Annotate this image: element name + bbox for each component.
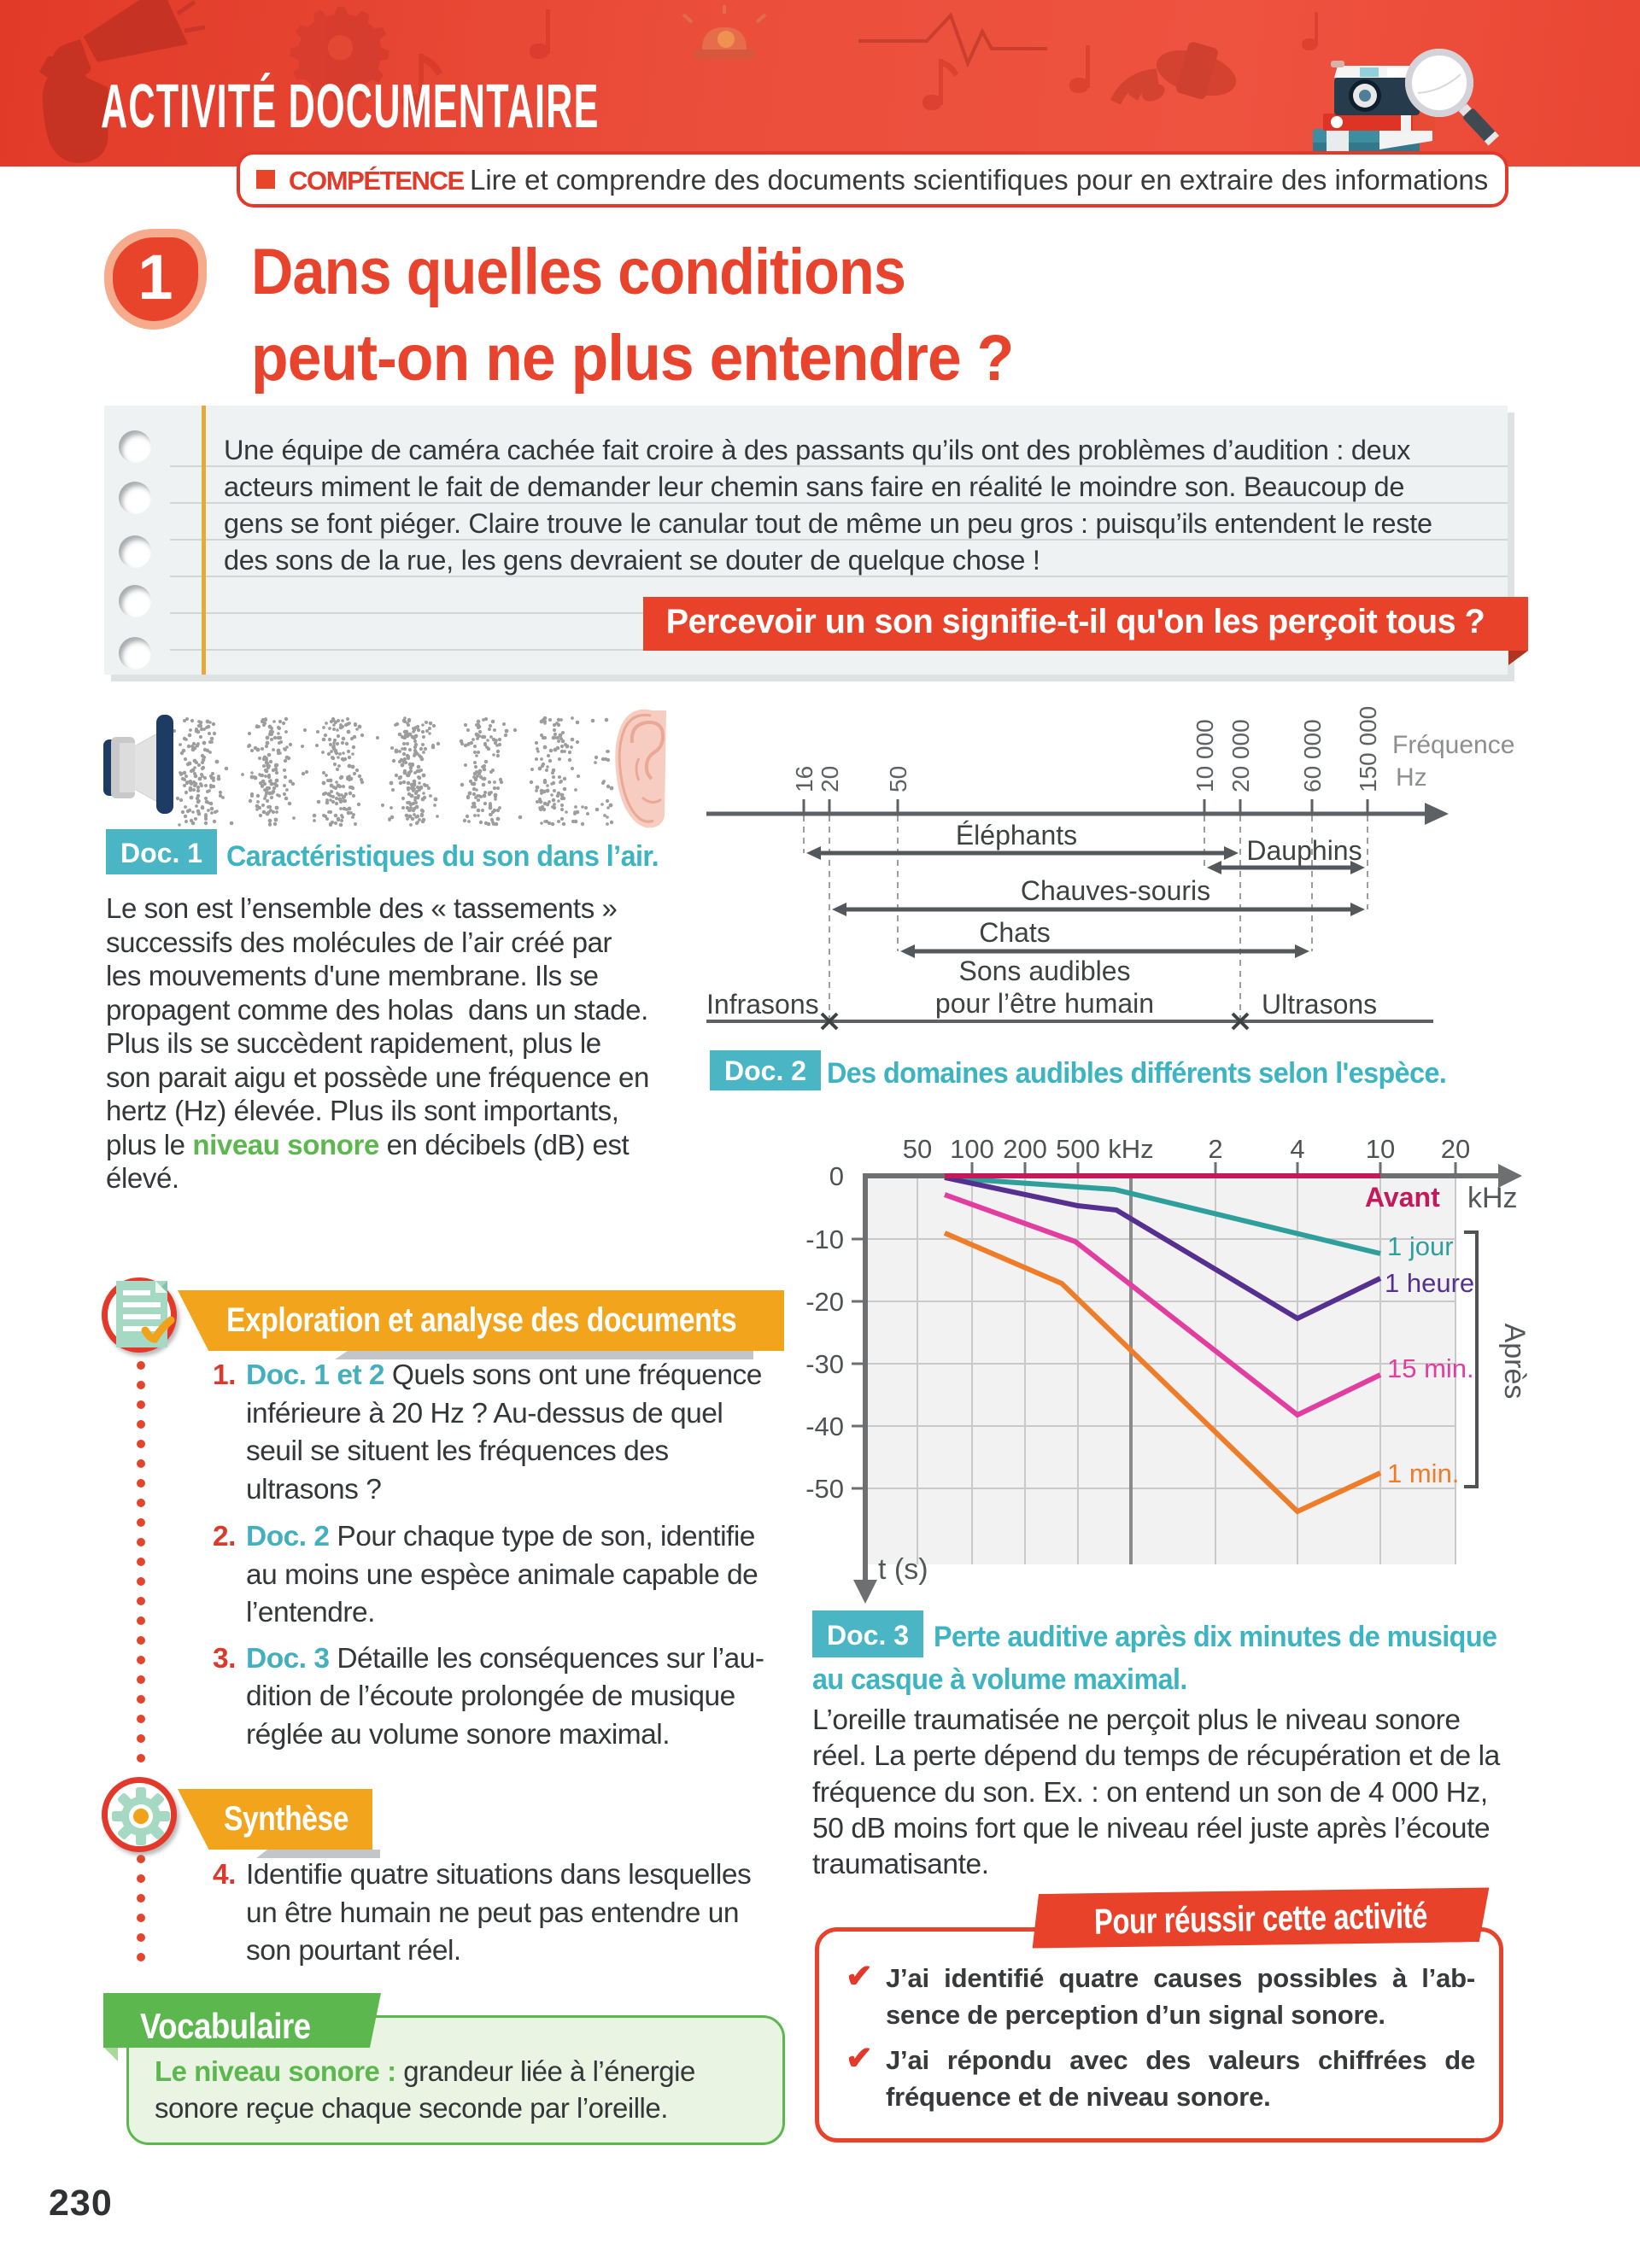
svg-text:10: 10 (1366, 1134, 1395, 1164)
svg-text:2: 2 (1208, 1134, 1222, 1164)
svg-text:Hz: Hz (1396, 763, 1427, 792)
svg-text:Chats: Chats (979, 917, 1051, 948)
svg-text:Dauphins: Dauphins (1246, 835, 1362, 866)
svg-text:15 min.: 15 min. (1387, 1353, 1474, 1383)
svg-text:1 jour: 1 jour (1387, 1231, 1454, 1261)
svg-text:500: 500 (1056, 1134, 1100, 1164)
svg-text:16: 16 (791, 766, 817, 792)
svg-text:Après: Après (1498, 1324, 1531, 1400)
svg-text:Ultrasons: Ultrasons (1262, 989, 1377, 1020)
svg-text:100: 100 (950, 1134, 994, 1164)
svg-text:Avant: Avant (1365, 1182, 1440, 1213)
svg-text:-10: -10 (805, 1225, 844, 1254)
svg-text:50: 50 (885, 766, 911, 792)
svg-text:-40: -40 (805, 1412, 844, 1441)
svg-text:1 min.: 1 min. (1387, 1458, 1459, 1488)
svg-text:pour l’être humain: pour l’être humain (935, 988, 1154, 1019)
svg-text:150 000: 150 000 (1355, 706, 1381, 792)
svg-text:Sons audibles: Sons audibles (958, 956, 1130, 986)
svg-text:-20: -20 (805, 1287, 844, 1317)
svg-text:1 heure: 1 heure (1385, 1268, 1474, 1298)
svg-text:20 000: 20 000 (1227, 719, 1254, 792)
svg-text:4: 4 (1290, 1134, 1304, 1164)
svg-text:20: 20 (817, 766, 843, 792)
svg-text:Chauves-souris: Chauves-souris (1021, 875, 1210, 906)
svg-text:-50: -50 (805, 1474, 844, 1504)
svg-text:kHz: kHz (1108, 1134, 1153, 1164)
svg-text:60 000: 60 000 (1299, 719, 1326, 792)
svg-text:Infrasons: Infrasons (706, 989, 819, 1020)
svg-text:10 000: 10 000 (1192, 719, 1218, 792)
svg-text:t (s): t (s) (878, 1553, 928, 1586)
svg-text:Éléphants: Éléphants (956, 820, 1077, 850)
svg-text:-30: -30 (805, 1349, 844, 1379)
svg-text:Fréquence: Fréquence (1392, 731, 1514, 759)
svg-text:kHz: kHz (1467, 1182, 1518, 1214)
svg-text:0: 0 (829, 1161, 844, 1191)
svg-text:50: 50 (903, 1134, 932, 1164)
svg-text:200: 200 (1003, 1134, 1047, 1164)
svg-text:20: 20 (1441, 1134, 1470, 1164)
